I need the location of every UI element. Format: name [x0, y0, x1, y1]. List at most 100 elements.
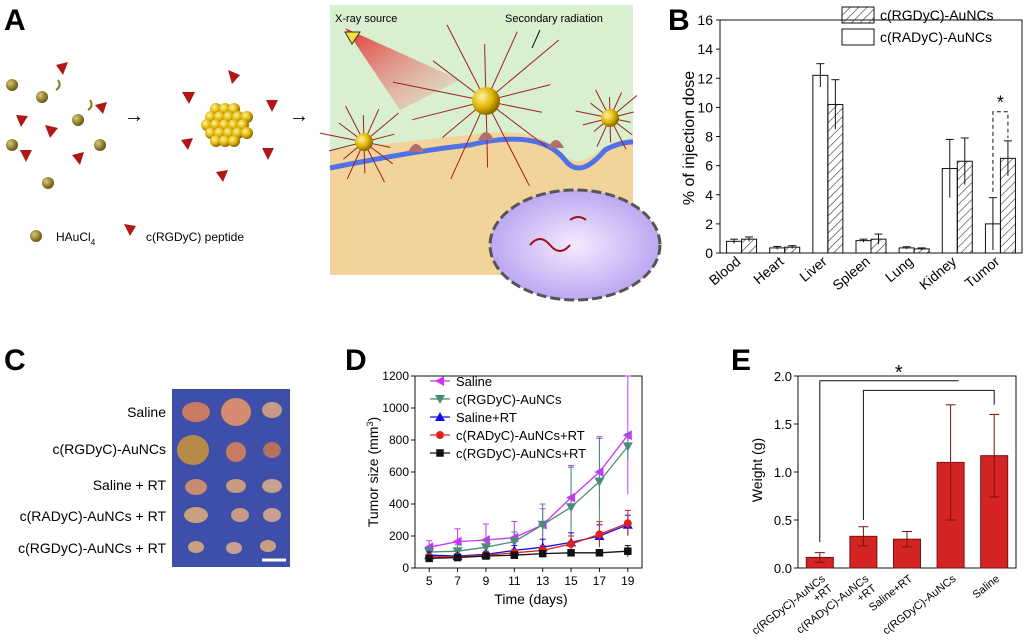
tumor-photo — [172, 389, 290, 567]
b-legend-swatch — [841, 28, 875, 46]
gold-nanocluster — [181, 70, 278, 182]
d-point — [538, 549, 547, 558]
radiation-ray — [485, 39, 560, 102]
peptide-legend-icon — [124, 224, 136, 236]
d-xtick-label: 15 — [564, 574, 578, 588]
d-point — [482, 552, 490, 560]
chart-d: 0 200 400 600 800 1000 1200 5 7 9 11 13 15 17 19 Saline… — [382, 369, 643, 588]
d-point — [567, 540, 576, 548]
d-ytick-label: 600 — [389, 465, 409, 479]
d-xtick-label: 7 — [454, 574, 461, 588]
d-point — [595, 549, 604, 557]
d-point — [480, 543, 491, 553]
b-legend-label: c(RADyC)-AuNCs — [880, 29, 992, 45]
radiation-ray — [392, 81, 487, 102]
d-xtick-label: 9 — [483, 574, 490, 588]
radiation-ray — [485, 100, 530, 186]
arrow-2: → — [289, 105, 309, 127]
d-point — [537, 520, 548, 530]
secondary-radiation-label: Secondary radiation — [505, 13, 603, 25]
d-ytick-label: 1000 — [382, 401, 409, 415]
d-ylabel: Tumor size (mm3) — [365, 417, 381, 527]
d-xlabel: Time (days) — [494, 591, 567, 607]
panel-c: C Saline c(RGDyC)-AuNCs Saline + RT c(RA… — [4, 344, 290, 567]
e-category-label: c(RGDyC)-AuNCs — [881, 573, 959, 638]
chart-e: 0.00.51.01.52.0c(RGDyC)-AuNCs+RTc(RADyC)… — [750, 362, 1017, 638]
d-point — [595, 530, 604, 539]
e-significance-star: * — [895, 362, 903, 384]
d-legend-label: Saline+RT — [456, 410, 517, 425]
e-bracket-inner — [862, 389, 995, 520]
d-ytick-label: 800 — [389, 433, 409, 447]
b-category-label: Heart — [750, 253, 787, 287]
b-category-label: Liver — [796, 253, 830, 285]
d-xtick-label: 19 — [621, 574, 635, 588]
panel-letter-a: A — [4, 4, 26, 37]
e-ytick-label: 2.0 — [774, 369, 792, 384]
d-ytick-label: 0 — [402, 561, 409, 575]
e-bar — [980, 455, 1009, 569]
b-legend-swatch — [841, 6, 875, 24]
d-legend-marker — [435, 376, 444, 386]
b-ytick-label: 10 — [697, 99, 713, 115]
d-point — [567, 549, 575, 557]
b-legend-label: c(RGDyC)-AuNCs — [880, 7, 994, 23]
b-plot-frame — [719, 19, 1023, 254]
xray-source-label: X-ray source — [335, 13, 397, 25]
cell-schematic: X-ray source Secondary radiation — [319, 5, 662, 302]
b-ytick-label: 16 — [697, 12, 713, 28]
d-legend-marker — [436, 449, 444, 457]
d-series-line — [429, 524, 629, 557]
b-category-label: Tumor — [961, 253, 1002, 291]
photo-label-0: Saline — [127, 404, 166, 420]
e-bracket-outer — [819, 380, 959, 543]
gold-atom — [228, 135, 240, 147]
d-xtick-label: 17 — [593, 574, 607, 588]
b-ylabel: % of injection dose — [681, 71, 698, 205]
b-ytick-label: 0 — [705, 245, 713, 261]
photo-label-4: c(RGDyC)-AuNCs + RT — [18, 540, 166, 556]
b-ytick-label: 2 — [705, 216, 713, 232]
d-point — [509, 537, 520, 547]
d-xtick-label: 11 — [508, 574, 521, 588]
peptide-legend-label: c(RGDyC) peptide — [146, 230, 244, 244]
photo-label-1: c(RGDyC)-AuNCs — [52, 441, 166, 457]
b-bar — [812, 74, 829, 254]
d-point — [624, 547, 632, 555]
d-point — [425, 554, 433, 563]
b-significance-bracket — [992, 111, 1009, 192]
b-ytick-label: 8 — [705, 129, 713, 145]
panel-letter-e: E — [731, 344, 751, 377]
d-point — [453, 553, 462, 562]
d-legend-label: c(RADyC)-AuNCs+RT — [456, 428, 585, 443]
e-ytick-label: 0.5 — [774, 513, 792, 528]
b-ytick-label: 6 — [705, 158, 713, 174]
d-series-line — [429, 445, 629, 553]
d-point — [452, 536, 462, 547]
gold-atom — [210, 135, 222, 147]
photo-label-2: Saline + RT — [93, 477, 167, 493]
e-ytick-label: 1.0 — [774, 465, 792, 480]
b-ytick-label: 12 — [697, 70, 713, 86]
b-category-label: Kidney — [916, 253, 959, 293]
precursor-mixture — [6, 62, 107, 189]
d-legend-marker — [435, 395, 445, 404]
d-series-line — [429, 550, 628, 560]
b-category-label: Spleen — [829, 253, 873, 293]
d-legend-marker — [435, 412, 445, 421]
b-significance-star: * — [997, 93, 1004, 113]
d-xtick-label: 5 — [426, 574, 433, 588]
radiation-ray — [446, 24, 487, 102]
e-ytick-label: 1.5 — [774, 417, 792, 432]
d-legend-label: Saline — [456, 374, 492, 389]
b-ytick-label: 4 — [705, 187, 713, 203]
e-bar — [849, 535, 878, 569]
radiation-ray — [450, 100, 487, 180]
d-series-line — [429, 522, 629, 558]
e-ylabel: Weight (g) — [749, 438, 765, 502]
gold-atom — [219, 135, 231, 147]
gold-atom — [241, 127, 253, 139]
b-ytick-label: 14 — [697, 41, 713, 57]
